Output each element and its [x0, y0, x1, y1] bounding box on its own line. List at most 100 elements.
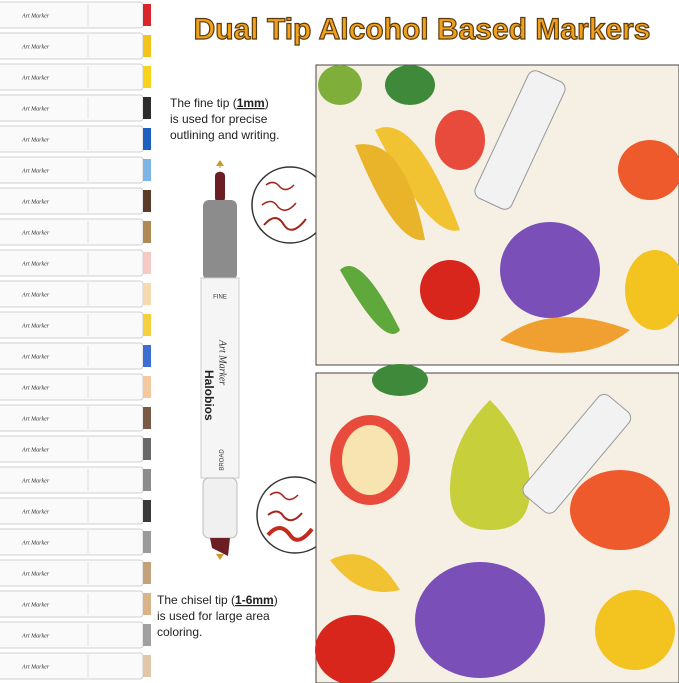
grapefruit [570, 470, 670, 550]
fine-size: 1mm [237, 96, 265, 110]
grapefruit [618, 140, 679, 200]
side-marker-cap [143, 500, 151, 522]
side-marker-cap [143, 190, 151, 212]
top-illustration [315, 64, 679, 366]
fine-tip-line3: outlining and writing. [170, 128, 279, 142]
side-marker-model: Art Marker [21, 664, 50, 670]
scribble [261, 200, 297, 211]
scribble [266, 526, 314, 542]
broad-label: BROAD [220, 449, 226, 471]
arrow-up [216, 160, 224, 166]
lemon [595, 590, 675, 670]
cabbage [500, 222, 600, 318]
melon [500, 317, 630, 353]
banana [355, 144, 425, 241]
side-marker-cap [143, 376, 151, 398]
marker-body [200, 277, 240, 479]
side-marker-model: Art Marker [21, 602, 50, 608]
side-marker-model: Art Marker [21, 633, 50, 639]
side-marker-cap [143, 314, 151, 336]
marker-in-hand [474, 70, 566, 210]
scribble [267, 510, 303, 522]
fine-nib [215, 172, 225, 202]
center-marker: FINE Art Marker Halobios BROAD [200, 160, 240, 560]
scribble [269, 491, 299, 501]
chisel-tip-line2: is used for large area [157, 609, 270, 623]
banana [375, 127, 460, 231]
scribble [265, 181, 295, 191]
side-marker-model: Art Marker [21, 261, 50, 267]
side-marker-cap [143, 159, 151, 181]
apple [435, 110, 485, 170]
fine-prefix: The fine tip ( [170, 96, 237, 110]
side-marker-cap [143, 593, 151, 615]
fine-cap [203, 200, 237, 280]
fine-tip-line1: The fine tip (1mm) [170, 96, 269, 110]
side-marker-model: Art Marker [21, 292, 50, 298]
brand-label: Halobios [202, 370, 216, 421]
side-marker-model: Art Marker [21, 447, 50, 453]
kiwi [318, 65, 362, 105]
scribble [263, 217, 307, 231]
zucchini [340, 266, 400, 334]
side-marker-model: Art Marker [21, 323, 50, 329]
side-marker-model: Art Marker [21, 13, 50, 19]
side-marker-model: Art Marker [21, 540, 50, 546]
side-marker-cap [143, 624, 151, 646]
marker-column: Art Marker Art Marker Art Marker Art Marker… [0, 1, 151, 680]
bottom-illustration [315, 364, 679, 683]
side-marker-cap [143, 407, 151, 429]
chisel-prefix: The chisel tip ( [157, 593, 235, 607]
chisel-size: 1-6mm [235, 593, 274, 607]
chisel-suffix: ) [274, 593, 278, 607]
fine-label: FINE [213, 295, 227, 301]
side-marker-model: Art Marker [21, 571, 50, 577]
side-marker-model: Art Marker [21, 44, 50, 50]
chisel-tip-line3: coloring. [157, 625, 202, 639]
side-marker-cap [143, 438, 151, 460]
pepper [315, 615, 395, 683]
side-marker-cap [143, 531, 151, 553]
model-label: Art Marker [217, 339, 228, 385]
side-marker-model: Art Marker [21, 106, 50, 112]
side-marker-cap [143, 97, 151, 119]
side-marker-model: Art Marker [21, 230, 50, 236]
side-marker-cap [143, 66, 151, 88]
pepper [420, 260, 480, 320]
side-marker-model: Art Marker [21, 168, 50, 174]
broccoli [385, 65, 435, 105]
side-marker-model: Art Marker [21, 509, 50, 515]
pear [450, 400, 530, 530]
side-marker-model: Art Marker [21, 75, 50, 81]
side-marker-cap [143, 221, 151, 243]
side-marker-model: Art Marker [21, 137, 50, 143]
side-marker-cap [143, 562, 151, 584]
fine-suffix: ) [265, 96, 269, 110]
side-marker-cap [143, 128, 151, 150]
marker-in-hand [522, 393, 632, 514]
lemon [625, 250, 679, 330]
side-marker-model: Art Marker [21, 199, 50, 205]
title: Dual Tip Alcohol Based Markers [194, 13, 651, 46]
side-marker-model: Art Marker [21, 478, 50, 484]
side-marker-cap [143, 4, 151, 26]
cabbage [415, 562, 545, 678]
side-marker-model: Art Marker [21, 416, 50, 422]
broad-cap [202, 477, 238, 539]
side-marker-cap [143, 655, 151, 677]
chisel-nib [210, 538, 230, 556]
side-marker-cap [143, 283, 151, 305]
side-marker-model: Art Marker [21, 385, 50, 391]
side-marker-model: Art Marker [21, 354, 50, 360]
side-marker-cap [143, 469, 151, 491]
chisel-tip-line1: The chisel tip (1-6mm) [157, 593, 278, 607]
broccoli [372, 364, 428, 396]
frame [315, 64, 679, 366]
banana [330, 554, 400, 592]
fine-tip-line2: is used for precise [170, 112, 268, 126]
side-marker-cap [143, 252, 151, 274]
arrow-down [216, 554, 224, 560]
side-marker-cap [143, 35, 151, 57]
chisel-sample [256, 476, 334, 554]
